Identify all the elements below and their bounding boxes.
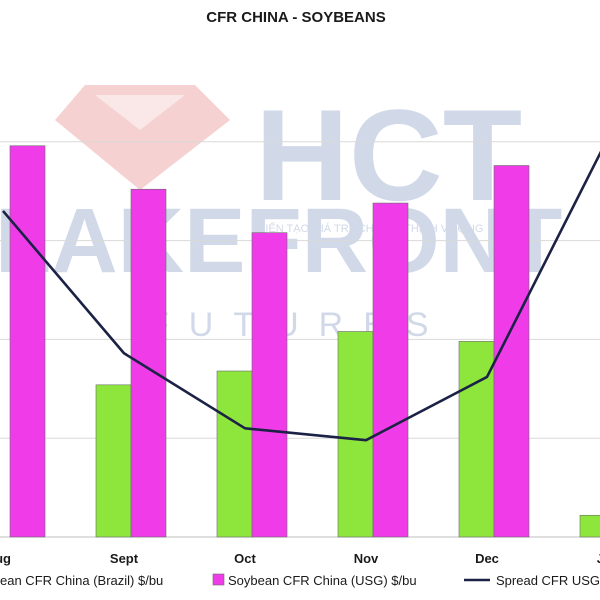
x-tick-label: Oct <box>234 551 256 566</box>
legend-label: Spread CFR USG <box>496 573 600 588</box>
legend-label: Soybean CFR China (USG) $/bu <box>228 573 417 588</box>
bar-usg <box>372 202 409 538</box>
bar-brazil <box>337 331 374 538</box>
x-tick-label: ug <box>0 551 11 566</box>
bar-usg <box>9 145 46 538</box>
legend-label: ean CFR China (Brazil) $/bu <box>0 573 163 588</box>
watermark-slogan: KIẾN TẠO GIÁ TRỊ, CHIA SẺ THỊNH VƯỢNG <box>258 222 483 235</box>
x-tick-labels: ug Sept Oct Nov Dec Jan <box>0 551 600 566</box>
bar-usg <box>251 232 288 538</box>
x-tick-label: Jan <box>597 551 600 566</box>
legend-swatch <box>212 573 225 586</box>
spread-line-path <box>2 150 600 442</box>
spread-line <box>2 150 600 442</box>
bar-brazil <box>95 384 132 538</box>
bar-brazil <box>579 514 600 538</box>
chart-title: CFR CHINA - SOYBEANS <box>206 9 385 26</box>
x-tick-label: Dec <box>475 551 499 566</box>
x-tick-label: Nov <box>354 551 379 566</box>
x-tick-label: Sept <box>110 551 139 566</box>
bar-usg <box>130 188 167 538</box>
bar-brazil <box>216 370 253 538</box>
legend: ean CFR China (Brazil) $/bu Soybean CFR C… <box>0 573 600 588</box>
bars <box>9 145 600 538</box>
